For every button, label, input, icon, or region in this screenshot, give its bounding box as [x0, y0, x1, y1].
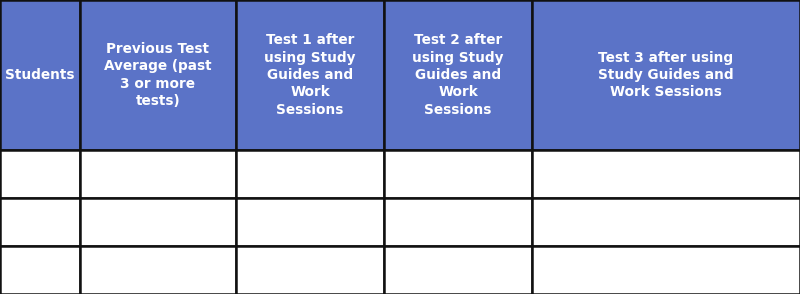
Bar	[0, 150, 80, 198]
Bar	[532, 246, 800, 294]
Bar	[80, 0, 236, 150]
Bar	[236, 246, 384, 294]
Bar	[0, 0, 80, 150]
Text: Students: Students	[6, 68, 74, 82]
Bar	[532, 198, 800, 246]
Bar	[0, 198, 80, 246]
Bar	[384, 198, 532, 246]
Bar	[384, 246, 532, 294]
Bar	[0, 246, 80, 294]
Bar	[236, 198, 384, 246]
Bar	[80, 246, 236, 294]
Text: Test 1 after
using Study
Guides and
Work
Sessions: Test 1 after using Study Guides and Work…	[264, 34, 356, 116]
Bar	[532, 150, 800, 198]
Bar	[532, 0, 800, 150]
Bar	[384, 150, 532, 198]
Bar	[80, 150, 236, 198]
Bar	[236, 0, 384, 150]
Text: Test 3 after using
Study Guides and
Work Sessions: Test 3 after using Study Guides and Work…	[598, 51, 734, 99]
Bar	[384, 0, 532, 150]
Bar	[80, 198, 236, 246]
Text: Previous Test
Average (past
3 or more
tests): Previous Test Average (past 3 or more te…	[104, 42, 212, 108]
Text: Test 2 after
using Study
Guides and
Work
Sessions: Test 2 after using Study Guides and Work…	[412, 34, 504, 116]
Bar	[236, 150, 384, 198]
